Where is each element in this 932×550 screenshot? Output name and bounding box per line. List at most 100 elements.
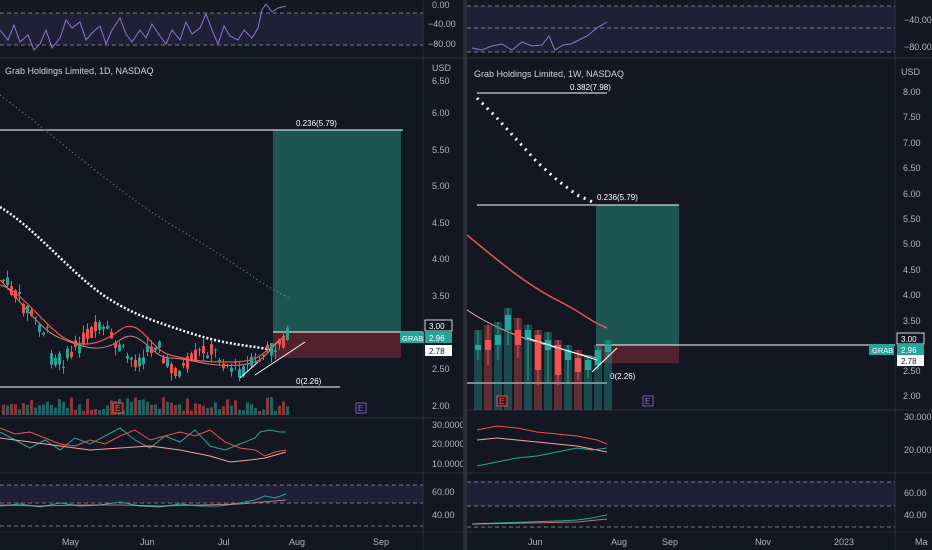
candle-body[interactable] bbox=[230, 367, 233, 372]
chart-pane-daily[interactable]: 0.00 −40.00 −80.00 Grab Holdings Limited… bbox=[0, 0, 463, 550]
symbol-tag[interactable] bbox=[400, 332, 424, 343]
candle-body[interactable] bbox=[525, 330, 531, 340]
candle-body[interactable] bbox=[50, 353, 53, 365]
candle-body[interactable] bbox=[150, 346, 153, 353]
trend-line[interactable] bbox=[526, 337, 598, 361]
candle-body[interactable] bbox=[495, 335, 501, 345]
candle-body[interactable] bbox=[178, 370, 181, 377]
stop-price-tag[interactable] bbox=[425, 345, 452, 356]
candle-body[interactable] bbox=[186, 356, 189, 369]
candle-body[interactable] bbox=[102, 326, 105, 330]
candle-body[interactable] bbox=[82, 332, 85, 345]
candle-body[interactable] bbox=[66, 348, 69, 359]
candle-body[interactable] bbox=[94, 321, 97, 331]
candle-body[interactable] bbox=[30, 310, 33, 316]
candle-body[interactable] bbox=[515, 330, 521, 345]
candle-body[interactable] bbox=[282, 335, 285, 348]
candle-body[interactable] bbox=[14, 290, 17, 299]
candle-body[interactable] bbox=[58, 353, 61, 365]
last-price-tag[interactable] bbox=[425, 332, 452, 343]
candle-body[interactable] bbox=[246, 363, 249, 365]
candle-body[interactable] bbox=[218, 359, 221, 362]
candle-body[interactable] bbox=[174, 368, 177, 376]
weekly-chart-canvas[interactable]: −40.00 −80.00 Grab Holdings Limited, 1W,… bbox=[467, 0, 932, 550]
candle-body[interactable] bbox=[555, 345, 561, 375]
candle-body[interactable] bbox=[142, 357, 145, 365]
candle-body[interactable] bbox=[114, 342, 117, 348]
candle-body[interactable] bbox=[18, 291, 21, 295]
candle-body[interactable] bbox=[62, 367, 65, 369]
candle-body[interactable] bbox=[170, 364, 173, 374]
candle-body[interactable] bbox=[138, 357, 141, 367]
earnings-marker[interactable] bbox=[112, 402, 124, 414]
candle-body[interactable] bbox=[162, 357, 165, 364]
candle-body[interactable] bbox=[242, 366, 245, 377]
candle-body[interactable] bbox=[258, 360, 261, 362]
candle-body[interactable] bbox=[226, 364, 229, 366]
position-loss-zone[interactable] bbox=[273, 332, 401, 358]
candle-body[interactable] bbox=[106, 325, 109, 329]
candle-body[interactable] bbox=[74, 340, 77, 347]
candle-body[interactable] bbox=[38, 324, 41, 332]
candle-body[interactable] bbox=[166, 358, 169, 367]
candle-body[interactable] bbox=[270, 343, 273, 356]
candle-body[interactable] bbox=[575, 358, 581, 372]
trend-line[interactable] bbox=[254, 341, 306, 376]
candle-body[interactable] bbox=[485, 340, 491, 350]
candle-body[interactable] bbox=[146, 345, 149, 352]
candle-body[interactable] bbox=[2, 279, 5, 282]
candle-body[interactable] bbox=[126, 355, 129, 359]
candle-body[interactable] bbox=[202, 346, 205, 354]
position-profit-zone[interactable] bbox=[596, 205, 679, 345]
candle-body[interactable] bbox=[26, 306, 29, 314]
candle-body[interactable] bbox=[154, 347, 157, 351]
candle-body[interactable] bbox=[34, 317, 37, 319]
earnings-marker[interactable] bbox=[496, 395, 508, 407]
candle-body[interactable] bbox=[214, 349, 217, 351]
position-profit-zone[interactable] bbox=[273, 130, 401, 332]
candle-body[interactable] bbox=[22, 303, 25, 314]
candle-body[interactable] bbox=[42, 332, 45, 335]
candle-body[interactable] bbox=[585, 360, 591, 370]
candle-body[interactable] bbox=[118, 344, 121, 352]
candle-body[interactable] bbox=[505, 315, 511, 330]
position-loss-zone[interactable] bbox=[596, 345, 679, 363]
candle-body[interactable] bbox=[130, 357, 133, 360]
candle-body[interactable] bbox=[46, 326, 49, 328]
candle-body[interactable] bbox=[254, 357, 257, 359]
pane-divider[interactable] bbox=[463, 0, 467, 550]
candle-body[interactable] bbox=[110, 331, 113, 339]
candle-body[interactable] bbox=[278, 339, 281, 345]
candle-body[interactable] bbox=[286, 327, 289, 340]
candlesticks-daily[interactable] bbox=[2, 270, 289, 382]
candle-body[interactable] bbox=[535, 335, 541, 370]
symbol-tag[interactable] bbox=[869, 344, 894, 355]
candle-body[interactable] bbox=[182, 363, 185, 366]
candle-body[interactable] bbox=[206, 355, 209, 359]
candle-body[interactable] bbox=[475, 345, 481, 350]
candle-body[interactable] bbox=[266, 344, 269, 349]
candle-body[interactable] bbox=[238, 369, 241, 378]
candle-body[interactable] bbox=[605, 344, 611, 352]
daily-chart-canvas[interactable]: 0.00 −40.00 −80.00 Grab Holdings Limited… bbox=[0, 0, 463, 550]
chart-pane-weekly[interactable]: −40.00 −80.00 Grab Holdings Limited, 1W,… bbox=[467, 0, 932, 550]
candle-body[interactable] bbox=[86, 328, 89, 339]
candle-body[interactable] bbox=[595, 350, 601, 365]
last-price-tag[interactable] bbox=[897, 344, 924, 355]
stop-price-tag[interactable] bbox=[897, 355, 924, 366]
candle-body[interactable] bbox=[6, 277, 9, 286]
trend-line[interactable] bbox=[239, 361, 259, 379]
earnings-marker[interactable] bbox=[355, 402, 367, 414]
trend-line[interactable] bbox=[591, 347, 618, 373]
candle-body[interactable] bbox=[122, 345, 125, 347]
earnings-marker[interactable] bbox=[642, 395, 654, 407]
candle-body[interactable] bbox=[70, 351, 73, 358]
candlesticks-weekly[interactable] bbox=[474, 308, 612, 410]
candle-body[interactable] bbox=[78, 343, 81, 354]
candle-body[interactable] bbox=[250, 356, 253, 366]
candle-body[interactable] bbox=[210, 344, 213, 355]
candle-body[interactable] bbox=[158, 341, 161, 348]
candle-body[interactable] bbox=[198, 349, 201, 351]
candle-body[interactable] bbox=[190, 353, 193, 359]
candle-body[interactable] bbox=[10, 286, 13, 296]
